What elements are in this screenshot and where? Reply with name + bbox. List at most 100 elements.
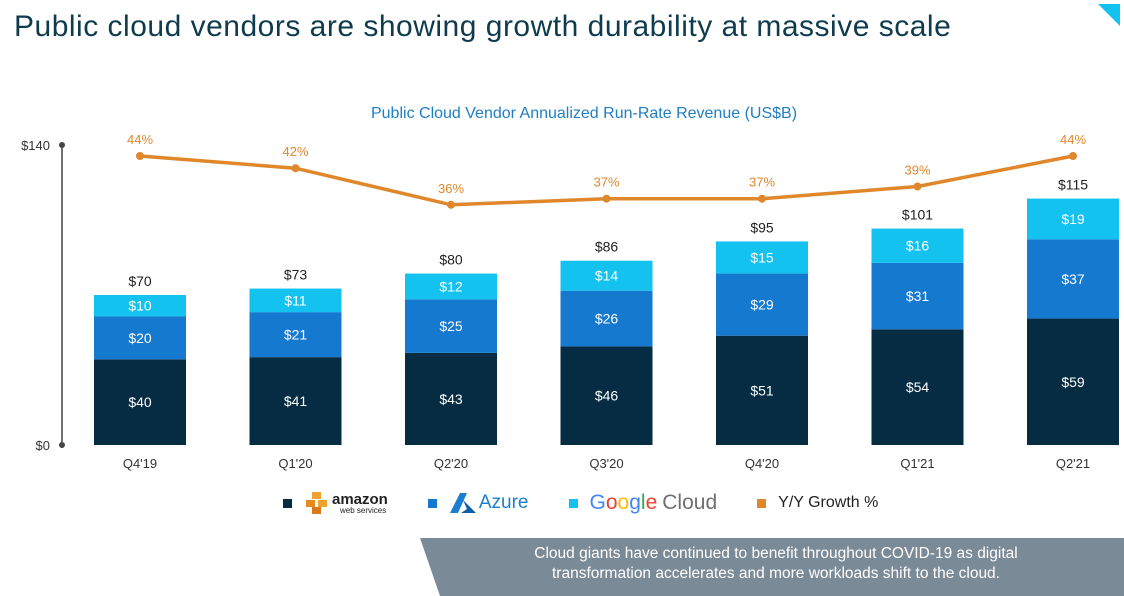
aws-logo-main: amazon [332,490,388,508]
callout-line-2: transformation accelerates and more work… [551,565,1000,582]
bar-segment-label: $41 [284,393,308,409]
bar-total-label: $73 [284,267,308,283]
bar-segment [249,357,342,445]
x-tick-label: Q4'19 [123,456,157,471]
google-letter-l: l [640,491,646,514]
azure-logo: Azure [449,492,529,514]
bar-segment-label: $51 [750,382,774,398]
y-axis-top-dot [59,142,65,148]
bar-segment [405,273,497,300]
slide-title: Public cloud vendors are showing growth … [14,10,952,43]
bar-segment-label: $59 [1061,374,1085,390]
bar-segment [94,295,186,317]
growth-point-label: 44% [127,132,153,147]
growth-point [758,194,766,203]
legend-swatch-growth [757,498,767,508]
growth-line: 44% 42% 36% 37% 37% 39% 44% [127,132,1086,209]
azure-logo-text: Azure [478,492,529,513]
bar-total-label: $80 [439,252,463,268]
bar-segment [1027,239,1119,319]
google-letter-e: e [645,491,658,514]
google-cloud-logo: Google Cloud [590,491,718,515]
growth-point-label: 39% [904,163,930,178]
legend-swatch-azure [427,498,437,508]
bar-segment [249,288,342,313]
bar-segment-label: $25 [439,318,463,334]
bar-segment-label: $46 [595,388,619,404]
bar-segment-label: $19 [1061,211,1085,227]
growth-point [602,194,611,203]
bar-segment [94,359,186,445]
bar-segment-label: $31 [906,288,930,304]
bars: $40 $20 $10 $70 $41 $21 $11 $73 $43 $25 $12 $80 $46 $… [94,177,1119,445]
callout-background [420,538,1124,596]
bar-segment-label: $20 [128,330,152,346]
growth-point [1069,152,1077,160]
growth-point-label: 37% [593,175,619,190]
bar-segment-label: $43 [439,391,463,407]
bar-segment-label: $37 [1061,271,1085,287]
aws-logo-sub: web services [340,505,387,515]
x-tick-label: Q3'20 [589,456,623,471]
bar-segment [405,299,497,353]
bar-segment [716,241,808,274]
stacked-bar-chart: Public Cloud Vendor Annualized Run-Rate … [21,105,1119,471]
bar-segment-label: $10 [128,298,152,314]
google-letter-o2: o [617,491,630,514]
bar-segment-label: $14 [595,268,619,284]
x-tick-label: Q2'20 [434,456,468,471]
google-letter-g: G [589,491,606,514]
growth-point-label: 44% [1060,132,1086,147]
callout-banner: Cloud giants have continued to benefit t… [420,538,1124,596]
google-letter-g2: g [629,491,641,514]
bar-segment [1027,198,1119,240]
bar-segment-label: $11 [284,292,307,308]
aws-logo: amazon web services [304,491,388,515]
bar-segment [249,312,342,358]
bar-segment-label: $26 [595,311,619,327]
growth-point [136,152,144,160]
growth-point [447,200,455,209]
growth-point [913,182,922,191]
corner-triangle-icon [1098,4,1120,26]
google-logo-cloud: Cloud [662,491,718,514]
google-letter-o1: o [605,491,618,514]
bar-segment [94,316,186,360]
bar-segment-label: $16 [906,238,930,254]
legend-item-azure: Azure [427,492,529,514]
bar-segment [560,290,653,347]
growth-point-label: 37% [749,175,775,190]
bar-segment [1027,318,1119,445]
bar-segment [871,262,964,330]
legend-item-google: Google Cloud [568,491,718,515]
legend-swatch-aws [283,498,292,508]
bar-total-label: $95 [750,219,774,235]
callout-text: Cloud giants have continued to benefit t… [446,544,1106,584]
x-tick-label: Q4'20 [745,456,779,471]
bar-segment [405,352,497,445]
azure-a-icon [449,493,476,513]
x-axis-labels: Q4'19 Q1'20 Q2'20 Q3'20 Q4'20 Q1'21 Q2'21 [123,456,1090,471]
legend: amazon web services Azure Google Cloud Y/… [283,485,918,521]
bar-segment [871,228,964,263]
y-axis: $140 $0 [21,138,65,453]
bar-segment-label: $40 [128,394,152,410]
bar-total-label: $86 [595,239,619,255]
bar-segment-label: $15 [750,250,774,266]
legend-swatch-google [568,498,578,508]
bar-segment [716,335,808,445]
bar-segment [871,329,964,445]
legend-growth-label: Y/Y Growth % [778,494,879,511]
bar-segment-label: $29 [750,297,774,313]
chart-subtitle: Public Cloud Vendor Annualized Run-Rate … [371,105,797,122]
growth-point [291,164,300,173]
y-tick-label: $140 [21,138,50,153]
aws-cubes-icon [306,492,327,514]
bar-segment-label: $12 [439,278,463,294]
x-tick-label: Q1'21 [900,456,934,471]
bar-total-label: $115 [1058,177,1088,193]
bar-segment-label: $54 [906,379,930,395]
bar-total-label: $101 [902,207,933,223]
growth-point-label: 42% [282,144,308,159]
bar-segment [560,260,653,291]
